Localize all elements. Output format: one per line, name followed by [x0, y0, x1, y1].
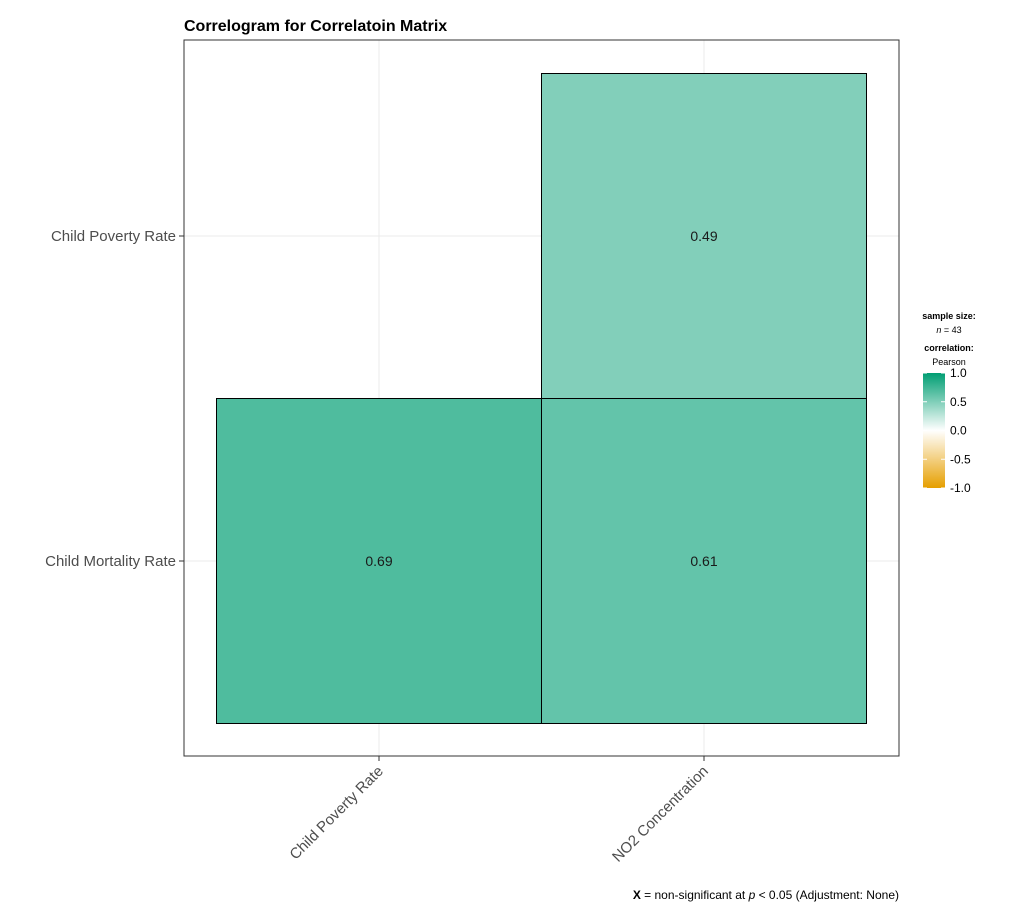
legend-sample-size: n = 43: [936, 325, 961, 335]
x-tick-label-no2-concentration: NO2 Concentration: [609, 763, 712, 866]
legend-tick-label-1: 0.5: [950, 395, 967, 409]
legend-method: Pearson: [932, 357, 966, 367]
legend-colorbar: [923, 373, 945, 488]
legend-correlation-title: correlation:: [924, 343, 974, 353]
y-tick-label-child-mortality-rate: Child Mortality Rate: [45, 553, 176, 570]
legend: sample size: n = 43 correlation: Pearson…: [922, 311, 976, 495]
cell-no2-concentration-vs-child-mortality-rate: [541, 398, 867, 724]
plot-panel: 0.69 0.61 0.49 Child Mortality Rate Child Po…: [45, 39, 900, 866]
panel-border: [183, 39, 900, 757]
legend-tick-label-0: 1.0: [950, 366, 967, 380]
legend-ticks: 1.0 0.5 0.0 -0.5 -1.0: [923, 366, 971, 495]
x-tick-label-child-poverty-rate: Child Poverty Rate: [286, 763, 386, 863]
y-tick-label-child-poverty-rate: Child Poverty Rate: [51, 228, 176, 245]
legend-tick-label-2: 0.0: [950, 424, 967, 438]
cell-no2-concentration-vs-child-poverty-rate-label: 0.49: [690, 228, 717, 244]
chart-title: Correlogram for Correlatoin Matrix: [184, 18, 447, 35]
cell-child-poverty-rate-vs-child-mortality-rate-label: 0.69: [365, 553, 392, 569]
legend-sample-size-title: sample size:: [922, 311, 976, 321]
legend-tick-label-3: -0.5: [950, 452, 971, 466]
legend-tick-label-4: -1.0: [950, 481, 971, 495]
cell-child-poverty-rate-vs-child-mortality-rate: [216, 398, 542, 724]
cell-no2-concentration-vs-child-mortality-rate-label: 0.61: [690, 553, 717, 569]
cell-no2-concentration-vs-child-poverty-rate: [541, 73, 867, 399]
caption: X = non-significant at p < 0.05 (Adjustm…: [633, 888, 899, 902]
